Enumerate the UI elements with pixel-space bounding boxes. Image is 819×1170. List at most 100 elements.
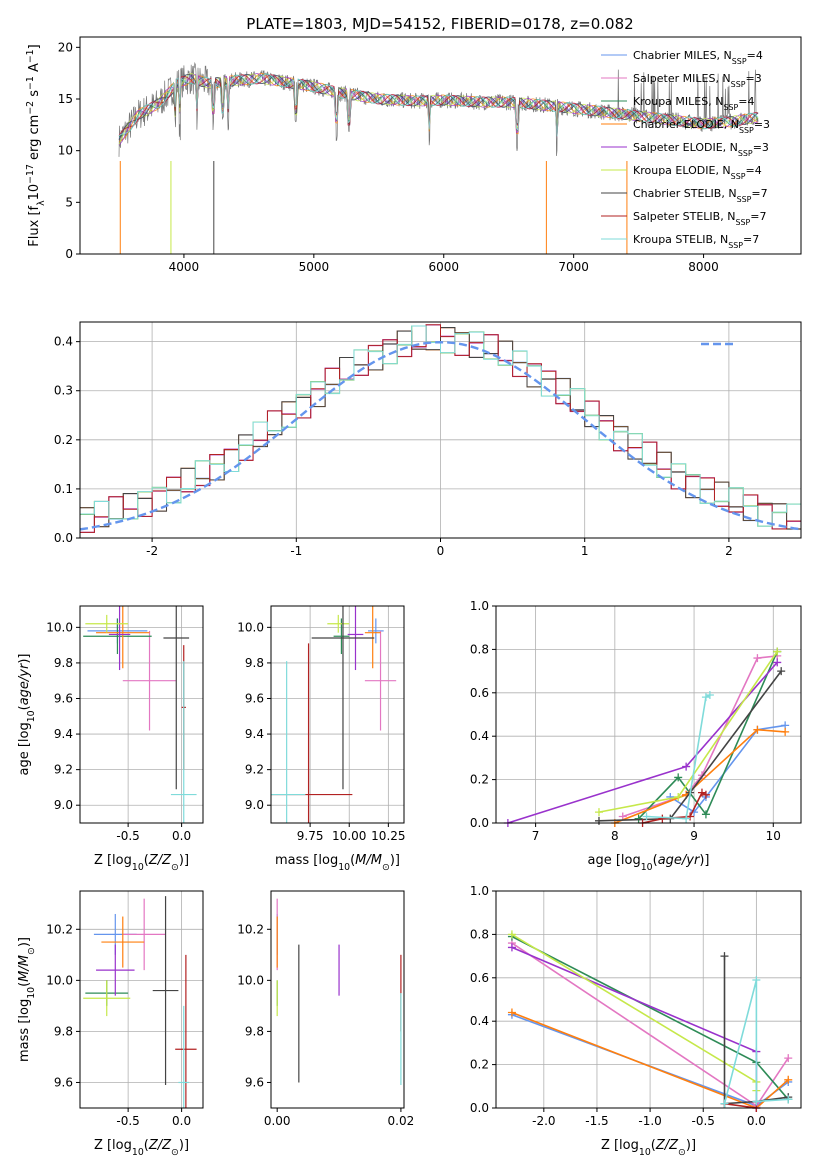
spectrum-panel: 4000 5000 6000 7000 8000 0 5 10 15 20 Flux [fλ10−1… bbox=[25, 36, 802, 274]
series-line bbox=[724, 1102, 757, 1109]
y-tick-label: 9.6 bbox=[54, 1075, 73, 1089]
x-tick-label: 10 bbox=[766, 829, 781, 843]
x-tick-label: 6000 bbox=[428, 260, 459, 274]
y-tick-label: 10.0 bbox=[237, 973, 264, 987]
legend-entry: Kroupa MILES, NSSP=4 bbox=[633, 95, 754, 112]
series-point bbox=[658, 814, 667, 823]
series-point bbox=[674, 792, 683, 801]
y-tick-label: 9.8 bbox=[245, 656, 264, 670]
series-point bbox=[642, 812, 651, 821]
y-tick-label: 0.6 bbox=[470, 686, 489, 700]
age-vs-mass-panel: 9.75 10.00 10.25 9.0 9.2 9.4 9.6 9.8 10.0 mass [l… bbox=[237, 605, 406, 873]
series-line bbox=[723, 979, 789, 1104]
x-tick-label: 0.00 bbox=[264, 1114, 291, 1128]
y-tick-label: 0.2 bbox=[470, 773, 489, 787]
series-point bbox=[784, 1075, 793, 1084]
histograms bbox=[80, 324, 801, 536]
model-spectrum-line bbox=[118, 73, 759, 146]
axes-frame bbox=[79, 36, 802, 255]
series-point bbox=[594, 808, 603, 817]
histogram-series bbox=[80, 325, 801, 536]
x-tick-label: 10.00 bbox=[332, 829, 366, 843]
x-axis-label: Z [log10(Z/Z⊙)] bbox=[601, 1138, 696, 1158]
series-point bbox=[634, 814, 643, 823]
legend-entry: Chabrier STELIB, NSSP=7 bbox=[633, 187, 768, 204]
y-tick-label: 9.6 bbox=[245, 691, 264, 705]
series-line bbox=[723, 956, 789, 1105]
y-tick-label: 0.2 bbox=[54, 433, 73, 447]
x-tick-label: -1.0 bbox=[638, 1114, 661, 1128]
y-tick-label: 9.2 bbox=[54, 763, 73, 777]
x-tick-label: 0.0 bbox=[172, 829, 191, 843]
series-point bbox=[594, 816, 603, 825]
series-point bbox=[784, 1095, 793, 1104]
axes-frame bbox=[79, 890, 204, 1109]
series-point bbox=[705, 690, 714, 699]
age-vs-metallicity-panel: -0.5 0.0 9.0 9.2 9.4 9.6 9.8 10.0 Z [log10(Z/Z⊙)… bbox=[17, 605, 204, 873]
y-axis-label: age [log10(age/yr)] bbox=[17, 653, 37, 775]
series-point bbox=[777, 667, 786, 676]
x-tick-label: 7 bbox=[532, 829, 540, 843]
x-tick-label: 0 bbox=[437, 544, 445, 558]
residual-histogram-panel: -2 -1 0 1 2 0.0 0.1 0.2 0.3 0.4 bbox=[54, 321, 802, 558]
legend-entry: Chabrier ELODIE, NSSP=3 bbox=[633, 118, 770, 135]
x-tick-label: 2 bbox=[725, 544, 733, 558]
y-tick-label: 9.0 bbox=[245, 798, 264, 812]
y-tick-label: 10 bbox=[58, 144, 73, 158]
series-point bbox=[507, 930, 516, 939]
legend-entry: Salpeter STELIB, NSSP=7 bbox=[633, 210, 766, 227]
series-point bbox=[781, 727, 790, 736]
y-tick-label: 10.0 bbox=[237, 620, 264, 634]
model-spectrum-line bbox=[118, 72, 759, 145]
y-tick-label: 0.8 bbox=[470, 642, 489, 656]
x-tick-label: -0.5 bbox=[692, 1114, 715, 1128]
series-point bbox=[674, 773, 683, 782]
series-point bbox=[682, 814, 691, 823]
legend-entry: Chabrier MILES, NSSP=4 bbox=[633, 49, 763, 66]
y-tick-label: 20 bbox=[58, 40, 73, 54]
axes-frame bbox=[79, 605, 204, 824]
series-point bbox=[701, 790, 710, 799]
y-tick-label: 0.4 bbox=[470, 729, 489, 743]
series-point bbox=[753, 725, 762, 734]
x-axis-label: mass [log10(M/M⊙)] bbox=[275, 853, 400, 873]
x-axis-label: Z [log10(Z/Z⊙)] bbox=[94, 853, 189, 873]
y-tick-label: 0.3 bbox=[54, 384, 73, 398]
mass-weight-vs-metallicity-panel: -2.0 -1.5 -1.0 -0.5 0.0 0.0 0.2 0.4 0.6 0.8 1.0 Z [… bbox=[470, 884, 802, 1158]
x-tick-label: 8 bbox=[611, 829, 619, 843]
axes-frame bbox=[270, 605, 405, 824]
series-point bbox=[752, 975, 761, 984]
y-tick-label: 0 bbox=[65, 247, 73, 261]
y-tick-label: 9.8 bbox=[54, 656, 73, 670]
series-line bbox=[638, 651, 778, 820]
x-tick-label: 8000 bbox=[688, 260, 719, 274]
x-tick-label: 5000 bbox=[299, 260, 330, 274]
y-tick-label: 0.0 bbox=[54, 531, 73, 545]
axes-frame bbox=[79, 321, 802, 539]
y-tick-label: 0.0 bbox=[470, 1101, 489, 1115]
series-point bbox=[773, 658, 782, 667]
series-point bbox=[720, 952, 729, 961]
x-tick-label: -2.0 bbox=[532, 1114, 555, 1128]
series-point bbox=[720, 1099, 729, 1108]
x-tick-label: 9 bbox=[690, 829, 698, 843]
series-line bbox=[598, 670, 782, 822]
y-tick-label: 10.2 bbox=[46, 922, 73, 936]
y-axis-label: mass [log10(M/M⊙)] bbox=[17, 937, 37, 1062]
legend-entry: Kroupa ELODIE, NSSP=4 bbox=[633, 164, 762, 181]
x-tick-label: -0.5 bbox=[116, 1114, 139, 1128]
y-tick-label: 9.2 bbox=[245, 763, 264, 777]
y-tick-label: 9.6 bbox=[54, 691, 73, 705]
series-line bbox=[669, 724, 786, 814]
series-point bbox=[753, 654, 762, 663]
x-tick-label: 9.75 bbox=[297, 829, 324, 843]
x-tick-label: 4000 bbox=[169, 260, 200, 274]
y-tick-label: 9.4 bbox=[245, 727, 264, 741]
x-tick-label: 10.25 bbox=[371, 829, 405, 843]
figure-title: PLATE=1803, MJD=54152, FIBERID=0178, z=0… bbox=[246, 15, 633, 33]
mass-vs-metallicity-panel: -0.5 0.0 9.6 9.8 10.0 10.2 Z [log10(Z/Z⊙)] mass… bbox=[17, 890, 204, 1158]
y-tick-label: 0.0 bbox=[470, 816, 489, 830]
series-point bbox=[784, 1054, 793, 1063]
y-tick-label: 10.0 bbox=[46, 973, 73, 987]
